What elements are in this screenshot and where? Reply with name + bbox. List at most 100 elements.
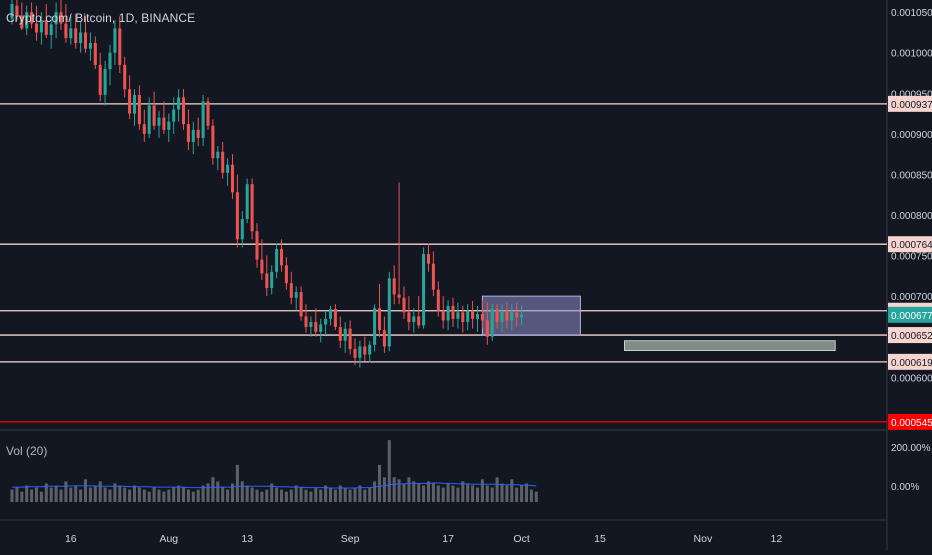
volume-bar — [495, 477, 499, 502]
x-tick-label: 15 — [594, 533, 606, 545]
candle-body — [368, 344, 372, 355]
candle-body — [485, 320, 489, 337]
volume-bar — [211, 477, 215, 502]
candle-body — [471, 310, 475, 319]
candle-body — [446, 305, 450, 321]
candle-body — [382, 330, 386, 347]
candle-body — [196, 129, 200, 138]
candle-body — [275, 249, 279, 272]
candle-body — [392, 278, 396, 295]
volume-bar — [103, 487, 107, 502]
volume-bar — [333, 489, 337, 502]
candle-body — [167, 121, 171, 130]
candle-body — [417, 316, 421, 326]
volume-bar — [373, 481, 377, 502]
candle-body — [373, 308, 377, 345]
candle-body — [226, 164, 230, 173]
volume-bar — [250, 487, 254, 502]
candle-body — [426, 253, 431, 264]
volume-label: Vol (20) — [6, 444, 48, 458]
candle-body — [466, 310, 470, 323]
volume-bar — [392, 477, 396, 502]
volume-bar — [15, 487, 19, 502]
candle-body — [181, 97, 186, 125]
candle-body — [118, 28, 122, 65]
volume-bar — [79, 489, 83, 502]
volume-bar — [279, 489, 284, 502]
volume-bar — [142, 489, 146, 502]
volume-bar — [172, 487, 176, 502]
volume-bar — [451, 485, 455, 502]
candle-body — [279, 249, 284, 266]
volume-bar — [348, 489, 352, 502]
volume-bar — [147, 491, 151, 502]
volume-bar — [74, 485, 78, 502]
candle-body — [304, 316, 308, 327]
candle-body — [83, 32, 88, 49]
volume-bar — [529, 489, 533, 502]
target-box — [624, 340, 836, 351]
volume-bar — [500, 483, 504, 502]
volume-bar — [275, 487, 279, 502]
volume-bar — [270, 483, 274, 502]
candle-body — [431, 263, 435, 290]
y-tick-label: 0.000800 — [891, 211, 932, 222]
volume-bar — [265, 489, 269, 502]
x-tick-label: 16 — [65, 533, 77, 545]
volume-bar — [402, 483, 406, 502]
candle-body — [88, 43, 92, 49]
y-tick-label: 0.000950 — [891, 89, 932, 100]
candle-body — [79, 32, 83, 43]
candle-body — [328, 309, 333, 319]
candle-body — [108, 52, 112, 69]
volume-bar — [417, 483, 421, 502]
candle-body — [461, 312, 465, 323]
candle-body — [34, 23, 39, 33]
candle-body — [54, 12, 58, 25]
candle-body — [157, 117, 161, 126]
volume-bar — [363, 489, 367, 502]
volume-bar — [480, 479, 484, 502]
candle-body — [480, 313, 484, 321]
x-tick-label: Oct — [513, 533, 529, 545]
volume-bar — [314, 487, 318, 502]
volume-bar — [328, 487, 333, 502]
volume-bar — [64, 481, 68, 502]
candle-body — [314, 322, 318, 332]
volume-tick-label: 200.00% — [891, 443, 931, 454]
volume-bar — [338, 485, 342, 502]
x-tick-label: 13 — [241, 533, 253, 545]
volume-bar — [10, 489, 14, 502]
candle-body — [25, 12, 29, 29]
candle-body — [172, 109, 176, 122]
candle-body — [333, 309, 337, 327]
candle-body — [515, 312, 519, 318]
candle-body — [20, 15, 24, 29]
volume-bar — [49, 487, 53, 502]
x-tick-label: 17 — [442, 533, 454, 545]
volume-bar — [304, 489, 308, 502]
candle-body — [309, 322, 313, 327]
volume-bar — [240, 481, 244, 502]
candle-body — [284, 265, 288, 284]
volume-bar — [123, 487, 127, 502]
candle-body — [495, 309, 499, 323]
candle-body — [152, 105, 156, 126]
volume-bar — [534, 491, 538, 502]
candle-body — [260, 259, 264, 274]
volume-bar — [510, 479, 514, 502]
volume-bar — [387, 440, 391, 502]
candle-body — [338, 326, 342, 341]
volume-bar — [309, 491, 313, 502]
volume-bar — [162, 491, 166, 502]
volume-bar — [177, 485, 181, 502]
y-tick-label: 0.000900 — [891, 130, 932, 141]
candle-body — [441, 310, 445, 321]
candle-body — [74, 28, 78, 43]
volume-bar — [343, 487, 347, 502]
candle-body — [15, 5, 19, 17]
candle-body — [191, 129, 195, 142]
volume-ma-line — [12, 482, 537, 489]
